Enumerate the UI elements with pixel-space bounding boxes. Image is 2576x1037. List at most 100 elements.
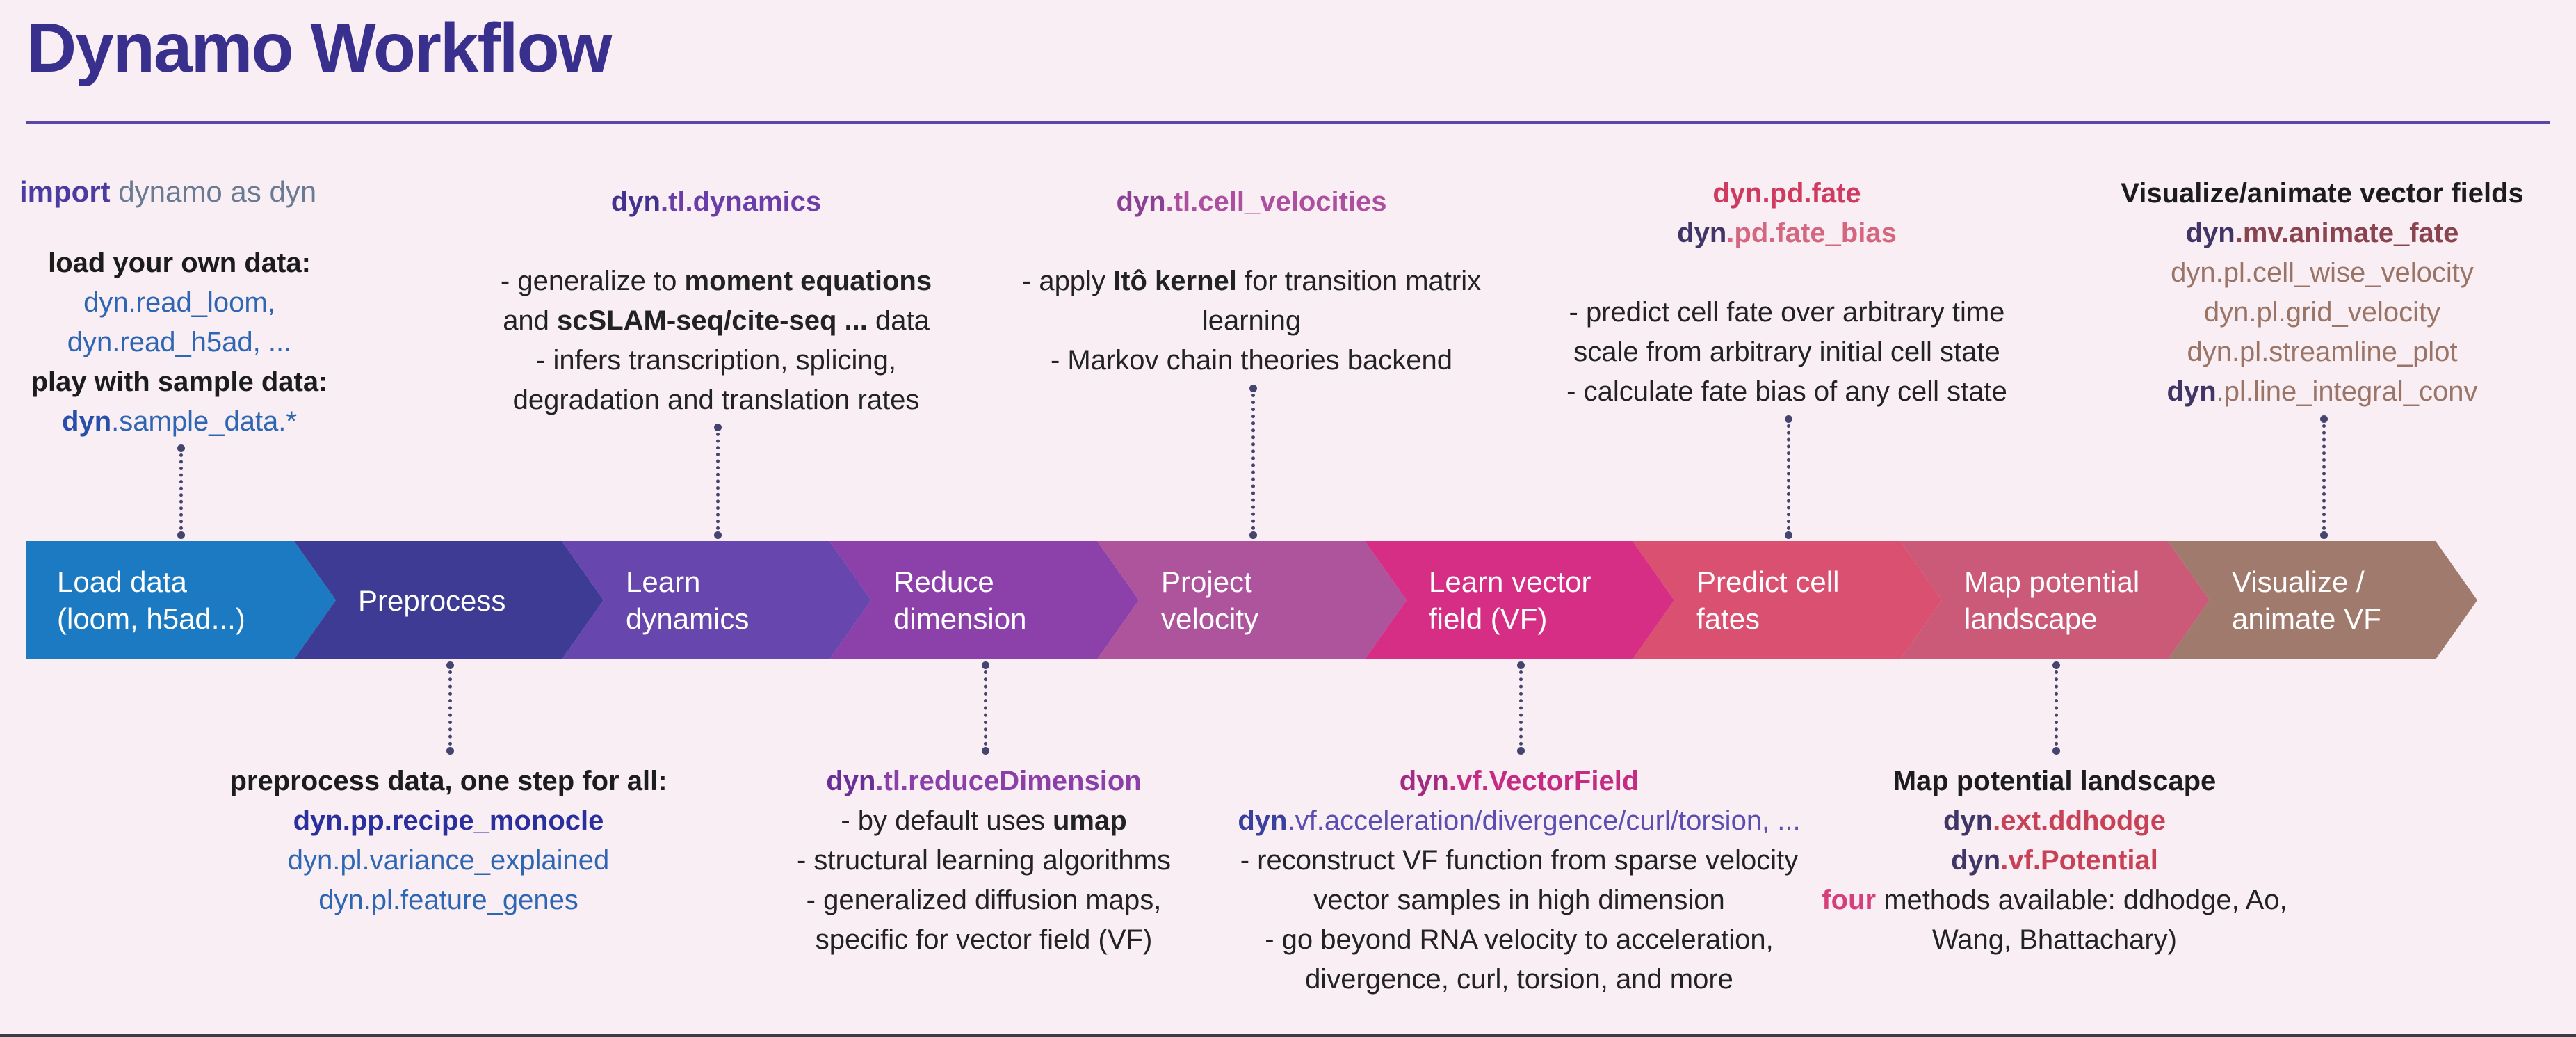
connector-line [2320,415,2328,539]
annotation-line: dyn.read_loom, [31,283,328,323]
text-segment: dyn [1238,805,1288,836]
annotation-line: - apply Itô kernel for transition matrix [1022,262,1481,301]
connector-line [982,661,989,755]
text-segment: dyn [2187,337,2232,367]
annotation-line: - predict cell fate over arbitrary time [1566,293,2007,332]
text-segment: dyn [2166,376,2217,407]
annotation-line: dyn.pl.line_integral_conv [2121,372,2524,412]
annotation-line: dyn.pl.variance_explained [229,841,667,881]
text-segment: dyn [67,327,113,357]
annotation-line: - infers transcription, splicing, [501,341,932,380]
text-segment: .tl.dynamics [660,186,822,217]
text-segment: dyn [2185,218,2235,248]
flow-step-label: Map potential landscape [1964,565,2140,635]
annotation-line: dyn.vf.Potential [1822,841,2287,881]
text-segment: for transition matrix [1236,266,1482,296]
annotation-line: - Markov chain theories backend [1022,341,1481,380]
flow-step-label: Visualize / animate VF [2232,565,2381,635]
text-segment: scSLAM-seq/cite-seq ... [557,305,868,336]
connector-line [1249,385,1257,539]
text-segment: .pl.variance_explained [332,845,610,876]
text-segment: Map potential landscape [1893,766,2217,796]
text-segment: divergence, curl, torsion, and more [1305,964,1733,995]
text-segment: .mv.animate_fate [2235,218,2459,248]
annotation-line: Visualize/animate vector fields [2121,174,2524,214]
text-segment: methods available: ddhodge, Ao, [1876,885,2287,915]
annotation-line: dyn.tl.dynamics [501,182,932,222]
annotation-preprocess-note: preprocess data, one step for all: dyn.pp… [229,762,667,920]
text-segment: data [867,305,930,336]
annotation-cell-velocities-note: dyn.tl.cell_velocities - apply Itô kerne… [1022,182,1481,380]
annotation-line: four methods available: ddhodge, Ao, [1822,881,2287,920]
annotation-line: dyn.ext.ddhodge [1822,801,2287,841]
annotation-line [1022,222,1481,262]
flow-step-learn-vector-field: Learn vector field (VF) [1365,541,1674,659]
text-segment: .vf.Potential [2000,845,2158,876]
text-segment: dyn [1677,218,1727,248]
annotation-fate-note: dyn.pd.fate dyn.pd.fate_bias - predict ce… [1566,174,2007,412]
annotation-line: dyn.sample_data.* [31,402,328,442]
text-segment: .ext.ddhodge [1993,805,2166,836]
annotation-line: - calculate fate bias of any cell state [1566,372,2007,412]
flow-step-learn-dynamics: Learn dynamics [562,541,871,659]
annotation-line [1566,253,2007,293]
flow-step-map-potential-landscape: Map potential landscape [1900,541,2210,659]
annotation-line: dyn.pp.recipe_monocle [229,801,667,841]
annotation-line: divergence, curl, torsion, and more [1238,960,1800,999]
annotation-line: dyn.pl.feature_genes [229,881,667,920]
annotation-line: dyn.tl.cell_velocities [1022,182,1481,222]
text-segment: - by default uses [841,805,1053,836]
text-segment: dyn [2171,257,2216,288]
text-segment: - structural learning algorithms [797,845,1171,876]
text-segment: - predict cell fate over arbitrary time [1569,297,2005,328]
text-segment: .pl.line_integral_conv [2216,376,2478,407]
text-segment: - go beyond RNA velocity to acceleration… [1265,924,1774,955]
text-segment: vector samples in high dimension [1313,885,1725,915]
text-segment: .vf.VectorField [1448,766,1639,796]
annotation-line: dyn.vf.acceleration/divergence/curl/tors… [1238,801,1800,841]
flow-step-label: Predict cell fates [1696,565,1840,635]
text-segment: .read_loom, [128,287,275,318]
text-segment: dyn [62,406,112,437]
annotation-line: dyn.read_h5ad, ... [31,323,328,362]
text-segment: .pl.feature_genes [363,885,578,915]
text-segment: .pp.recipe_monocle [342,805,604,836]
annotation-load-data-note: load your own data: dyn.read_loom, dyn.rea… [31,243,328,442]
text-segment: - calculate fate bias of any cell state [1566,376,2007,407]
text-segment: learning [1201,305,1302,336]
text-segment: moment equations [684,266,932,296]
annotation-line: - by default uses umap [797,801,1171,841]
text-segment: specific for vector field (VF) [815,924,1153,955]
annotation-line: - reconstruct VF function from sparse ve… [1238,841,1800,881]
annotation-line: - generalize to moment equations [501,262,932,301]
annotation-line: dyn.pd.fate [1566,174,2007,214]
annotation-line: dyn.pl.grid_velocity [2121,293,2524,332]
flow-step-load-data: Load data (loom, h5ad...) [26,541,336,659]
text-segment: .pl.grid_velocity [2249,297,2441,328]
annotation-line: preprocess data, one step for all: [229,762,667,801]
text-segment: .pl.streamline_plot [2231,337,2458,367]
annotation-line: dyn.mv.animate_fate [2121,214,2524,253]
text-segment: dyn [1951,845,2001,876]
connector-line [714,424,722,539]
annotation-line: dyn.tl.reduceDimension [797,762,1171,801]
import-statement: import dynamo as dyn [19,175,316,209]
text-segment: preprocess data, one step for all: [229,766,667,796]
text-segment: .tl.reduceDimension [875,766,1142,796]
text-segment: Wang, Bhattachary) [1931,924,2177,955]
text-segment: dyn [610,186,661,217]
annotation-line: Map potential landscape [1822,762,2287,801]
text-segment: dynamo as dyn [118,175,317,208]
flow-step-label: Reduce dimension [893,565,1027,635]
annotation-line: dyn.pl.cell_wise_velocity [2121,253,2524,293]
title-divider [26,121,2550,124]
text-segment: Itô kernel [1113,266,1237,296]
text-segment: .read_h5ad, ... [112,327,292,357]
text-segment: - Markov chain theories backend [1050,345,1453,376]
annotation-line: scale from arbitrary initial cell state [1566,332,2007,372]
annotation-reduce-dimension-note: dyn.tl.reduceDimension - by default uses … [797,762,1171,960]
text-segment: .pd.fate_bias [1726,218,1897,248]
text-segment: .sample_data.* [111,406,297,437]
flow-step-label: Learn vector field (VF) [1429,565,1591,635]
